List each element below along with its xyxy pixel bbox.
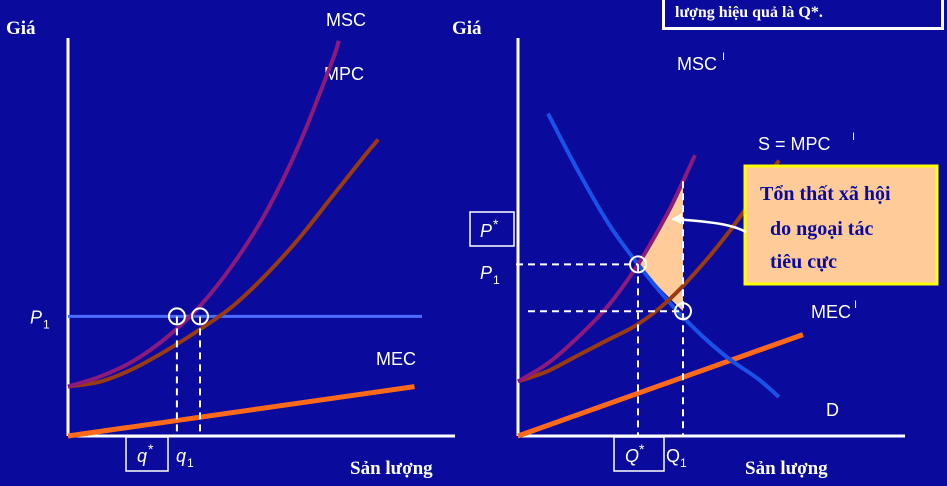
point-mpc-p1 xyxy=(191,307,209,326)
tick-box-q-star xyxy=(613,436,665,472)
price-label-p-star: P xyxy=(480,221,492,241)
tick-label-q-star-mark: * xyxy=(639,441,645,457)
price-label-p1: P xyxy=(480,263,492,283)
price-label-p1-sub: 1 xyxy=(43,317,50,331)
label-mec-i: MEC xyxy=(811,302,851,322)
top-note: lượng hiệu quả là Q*. xyxy=(675,4,823,21)
line-mpc xyxy=(67,138,380,389)
tick-label-q1: q xyxy=(176,446,186,466)
point-market xyxy=(674,302,692,321)
y-axis-label: Giá xyxy=(452,18,482,39)
x-axis-label: Sản lượng xyxy=(350,458,433,479)
callout-line-2: do ngoại tác xyxy=(770,218,873,240)
label-msc: MSC xyxy=(326,10,366,30)
tick-label-q1: Q xyxy=(666,446,680,466)
label-mec: MEC xyxy=(376,349,416,369)
callout-pointer xyxy=(671,217,747,234)
label-msc-i: MSC xyxy=(677,54,717,74)
price-label-p1-sub: 1 xyxy=(493,273,500,287)
label-mpc-i-sup: I xyxy=(852,131,855,143)
tick-label-q-star: q xyxy=(137,446,147,466)
note-box-inner xyxy=(665,0,941,27)
point-msc-p1 xyxy=(167,307,186,326)
callout-line-1: Tổn thất xã hội xyxy=(760,183,891,205)
price-box-p-star xyxy=(469,211,515,247)
callout-box xyxy=(743,164,939,286)
label-mec-i-sup: I xyxy=(854,299,857,311)
label-demand: D xyxy=(826,400,839,420)
price-label-p-star-mark: * xyxy=(493,216,499,232)
price-label-p1: P xyxy=(30,307,42,327)
callout-arrowhead xyxy=(672,213,682,224)
label-msc-i-sup: I xyxy=(722,51,725,63)
y-axis-label: Giá xyxy=(6,18,36,39)
label-mpc: MPC xyxy=(324,64,364,84)
line-msc xyxy=(67,40,341,389)
tick-label-q-star: Q xyxy=(625,446,639,466)
line-msc-i xyxy=(516,154,697,384)
deadweight-loss-area xyxy=(638,181,683,312)
tick-box-q-star xyxy=(125,436,169,472)
tick-label-q-star-mark: * xyxy=(148,441,154,457)
point-efficient xyxy=(629,255,647,274)
callout-line-3: tiêu cực xyxy=(770,251,837,273)
line-mec xyxy=(67,384,415,439)
line-mec-i xyxy=(517,332,804,439)
x-axis-label: Sản lượng xyxy=(745,458,828,479)
tick-label-q1-sub: 1 xyxy=(187,456,194,470)
tick-label-q1-sub: 1 xyxy=(680,456,687,470)
label-mpc-i: S = MPC xyxy=(758,134,831,154)
